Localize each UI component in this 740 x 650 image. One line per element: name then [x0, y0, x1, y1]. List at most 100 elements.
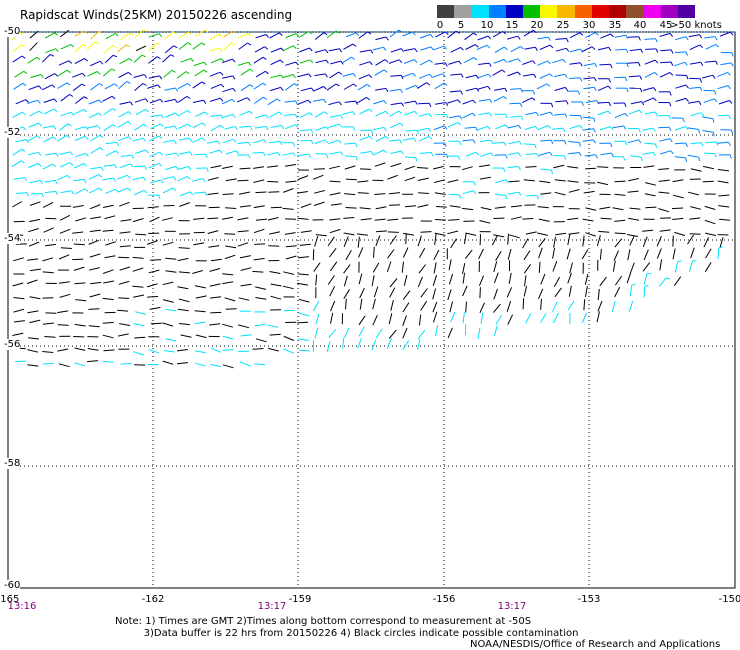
- wind-barb-flag: [366, 84, 371, 88]
- wind-barb-flag: [608, 102, 612, 107]
- wind-barb: [522, 238, 529, 249]
- wind-barb: [118, 121, 129, 128]
- wind-barb: [494, 46, 505, 54]
- wind-barb-flag: [591, 46, 596, 50]
- wind-barb-flag: [398, 59, 403, 64]
- wind-barb-flag: [295, 33, 300, 37]
- wind-barb: [238, 32, 249, 39]
- wind-barb-flag: [128, 72, 132, 76]
- wind-barb-flag: [670, 61, 674, 66]
- wind-barb: [13, 320, 25, 323]
- wind-barb-flag: [277, 152, 281, 156]
- wind-barb-flag: [83, 179, 87, 184]
- wind-barb-flag: [475, 151, 480, 156]
- wind-barb-flag: [144, 165, 147, 170]
- wind-barb-flag: [457, 122, 462, 126]
- wind-barb: [552, 261, 558, 272]
- wind-barb-flag: [399, 139, 403, 144]
- wind-barb-flag: [400, 75, 404, 80]
- legend-label: 10: [480, 20, 494, 31]
- wind-barb: [329, 180, 341, 183]
- wind-barb: [343, 217, 355, 219]
- wind-barb-flag: [654, 59, 659, 64]
- wind-barb: [388, 329, 397, 339]
- wind-barb: [177, 175, 188, 182]
- wind-barb: [390, 102, 402, 106]
- wind-barb-flag: [231, 42, 236, 45]
- wind-barb-flag: [610, 64, 613, 69]
- wind-barb-flag: [685, 84, 689, 89]
- wind-barb: [148, 349, 160, 354]
- wind-barb: [717, 248, 720, 260]
- wind-barb: [239, 167, 251, 170]
- wind-barb: [417, 82, 427, 89]
- wind-barb: [642, 152, 654, 155]
- wind-barb: [552, 301, 558, 312]
- wind-barb-flag: [547, 60, 551, 65]
- wind-barb-flag: [430, 46, 434, 51]
- wind-barb-flag: [171, 69, 176, 73]
- wind-barb-flag: [714, 90, 717, 95]
- wind-barb-flag: [111, 68, 116, 72]
- wind-barb: [132, 176, 144, 181]
- wind-barb-flag: [398, 29, 403, 33]
- wind-barb: [404, 110, 415, 116]
- wind-barb: [359, 135, 370, 141]
- wind-barb-flag: [307, 99, 312, 104]
- wind-barb-flag: [546, 83, 551, 87]
- wind-barb: [567, 217, 579, 221]
- wind-barb: [688, 34, 700, 38]
- wind-barb: [59, 214, 71, 221]
- wind-barb: [314, 32, 325, 40]
- wind-barb: [614, 180, 626, 183]
- wind-barb: [326, 30, 337, 38]
- wind-barb: [209, 268, 221, 272]
- wind-barb: [705, 141, 717, 144]
- wind-barb-flag: [445, 114, 449, 119]
- wind-barb: [285, 164, 296, 167]
- wind-barb: [103, 280, 115, 284]
- wind-barb: [537, 232, 549, 236]
- wind-barb-flag: [518, 141, 523, 146]
- wind-barb: [540, 298, 542, 310]
- wind-barb: [402, 315, 407, 326]
- wind-barb-flag: [262, 152, 266, 157]
- wind-barb-flag: [594, 63, 598, 68]
- wind-barb-flag: [503, 167, 506, 172]
- wind-barb: [627, 190, 639, 193]
- wind-barb: [134, 98, 146, 103]
- wind-barb: [165, 112, 176, 118]
- wind-barb: [180, 58, 191, 63]
- wind-barb: [133, 165, 145, 168]
- wind-barb: [523, 29, 534, 37]
- wind-barb-flag: [608, 47, 612, 51]
- wind-barb: [90, 166, 102, 170]
- wind-barb: [270, 59, 281, 66]
- wind-barb-flag: [503, 46, 508, 51]
- wind-barb: [536, 83, 548, 90]
- wind-barb-flag: [715, 60, 718, 65]
- wind-barb: [462, 207, 474, 211]
- wind-barb-flag: [443, 125, 448, 130]
- wind-barb: [194, 310, 206, 313]
- wind-barb: [165, 165, 176, 171]
- wind-barb: [420, 288, 428, 298]
- wind-barb-flag: [534, 144, 537, 149]
- wind-barb-flag: [127, 121, 132, 125]
- wind-barb-flag: [490, 152, 494, 157]
- wind-barb-flag: [655, 143, 658, 148]
- wind-barb: [267, 98, 278, 106]
- wind-barb-flag: [578, 152, 582, 157]
- wind-barb-flag: [460, 73, 464, 78]
- wind-barb: [283, 335, 295, 341]
- wind-barb: [103, 164, 115, 167]
- wind-barb: [434, 234, 437, 246]
- wind-barb: [538, 151, 550, 156]
- wind-barb: [88, 325, 100, 328]
- wind-barb-flag: [189, 191, 194, 196]
- wind-barb: [253, 166, 265, 169]
- wind-barb-flag: [652, 127, 656, 132]
- wind-barb: [194, 69, 205, 77]
- wind-barb: [645, 48, 657, 50]
- wind-barb: [524, 275, 527, 287]
